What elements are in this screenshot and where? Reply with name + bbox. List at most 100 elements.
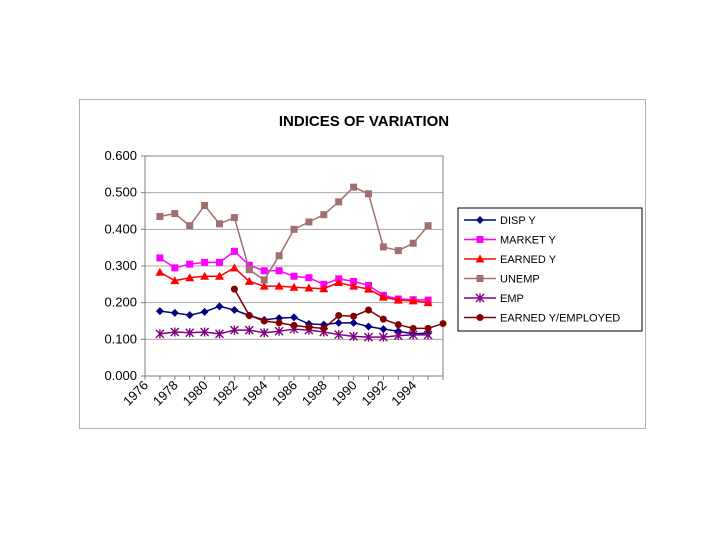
data-point (229, 263, 239, 272)
legend-entry: EARNED Y (464, 254, 557, 266)
data-point (185, 311, 194, 320)
legend-entry: DISP Y (464, 215, 536, 227)
data-point (364, 332, 373, 342)
data-point (350, 277, 358, 285)
legend-label: EMP (500, 293, 524, 305)
data-point (319, 284, 329, 293)
y-tick-label: 0.200 (104, 295, 137, 310)
data-point (394, 247, 402, 255)
data-point (304, 283, 314, 292)
x-tick-label: 1980 (180, 378, 211, 409)
data-point (393, 331, 403, 341)
legend-marker (475, 293, 485, 303)
legend-entry: MARKET Y (464, 235, 556, 247)
data-point (349, 281, 359, 290)
data-point (155, 329, 165, 339)
data-point (305, 274, 313, 282)
data-point (201, 258, 209, 266)
data-point (290, 321, 298, 329)
y-tick-label: 0.300 (104, 258, 137, 273)
line-chart: INDICES OF VARIATION 0.000 0.100 0.200 0.30… (104, 113, 643, 409)
data-point (408, 330, 418, 340)
data-point (259, 328, 269, 338)
data-point (378, 332, 388, 342)
series-layer (155, 183, 447, 342)
data-point (349, 331, 359, 341)
data-point (393, 295, 403, 304)
legend: DISP Y MARKET Y EARNED Y UNEMP EMP EARNED Y/E… (457, 207, 643, 332)
data-point (156, 254, 164, 262)
y-tick-label: 0.400 (104, 221, 137, 236)
y-tick-label: 0.500 (104, 185, 137, 200)
data-point (244, 325, 254, 335)
data-point (171, 210, 179, 218)
data-point (215, 302, 224, 311)
data-point (170, 327, 180, 337)
y-tick-label: 0.100 (104, 331, 137, 346)
data-point (170, 308, 179, 317)
data-point (216, 258, 223, 266)
data-point (378, 292, 388, 301)
data-point (200, 307, 209, 316)
data-point (185, 328, 195, 338)
data-point (230, 285, 238, 293)
data-point (349, 318, 358, 327)
data-point (379, 315, 387, 323)
legend-marker (476, 314, 484, 321)
legend-label: DISP Y (500, 215, 536, 227)
legend-label: EARNED Y/EMPLOYED (500, 313, 620, 325)
x-tick-label: 1982 (209, 378, 240, 409)
data-point (201, 202, 209, 209)
data-point (229, 325, 239, 335)
data-point (230, 247, 238, 255)
data-point (274, 326, 284, 336)
data-point (394, 321, 402, 329)
legend-marker (475, 254, 485, 263)
data-point (364, 284, 373, 293)
data-point (364, 322, 373, 331)
data-point (275, 252, 283, 260)
data-point (320, 324, 328, 332)
y-tick-label: 0.000 (104, 368, 137, 383)
data-point (350, 312, 358, 320)
data-point (305, 218, 313, 226)
data-point (320, 211, 328, 219)
data-point (290, 313, 298, 322)
legend-marker (476, 236, 484, 243)
data-point (186, 222, 194, 230)
series-market-y (156, 247, 432, 304)
legend-label: UNEMP (500, 274, 540, 286)
data-point (424, 324, 432, 332)
legend-box (457, 207, 643, 332)
data-point (170, 276, 180, 285)
legend-entry: UNEMP (464, 274, 540, 286)
data-point (171, 264, 179, 272)
data-point (334, 318, 343, 327)
data-point (155, 267, 165, 276)
data-point (424, 222, 432, 230)
x-tick-label: 1990 (329, 378, 360, 409)
data-point (245, 312, 253, 319)
data-point (186, 260, 194, 268)
data-point (260, 267, 268, 275)
chart-frame: INDICES OF VARIATION 0.000 0.100 0.200 0.30… (79, 99, 646, 429)
y-axis-ticks: 0.000 0.100 0.200 0.300 0.400 0.500 0.600 (104, 148, 145, 383)
data-point (275, 319, 283, 327)
data-point (274, 281, 284, 290)
data-point (156, 213, 164, 220)
data-point (305, 323, 313, 331)
x-tick-label: 1992 (358, 378, 389, 409)
data-point (334, 278, 344, 286)
data-point (439, 320, 447, 328)
data-point (200, 327, 210, 337)
series-unemp (156, 183, 432, 284)
data-point (379, 325, 388, 334)
data-point (350, 183, 358, 191)
data-point (155, 307, 164, 316)
chart-title: INDICES OF VARIATION (279, 113, 449, 130)
x-tick-label: 1988 (299, 378, 330, 409)
data-point (200, 271, 210, 280)
x-tick-label: 1978 (150, 378, 181, 409)
legend-label: EARNED Y (500, 254, 557, 266)
